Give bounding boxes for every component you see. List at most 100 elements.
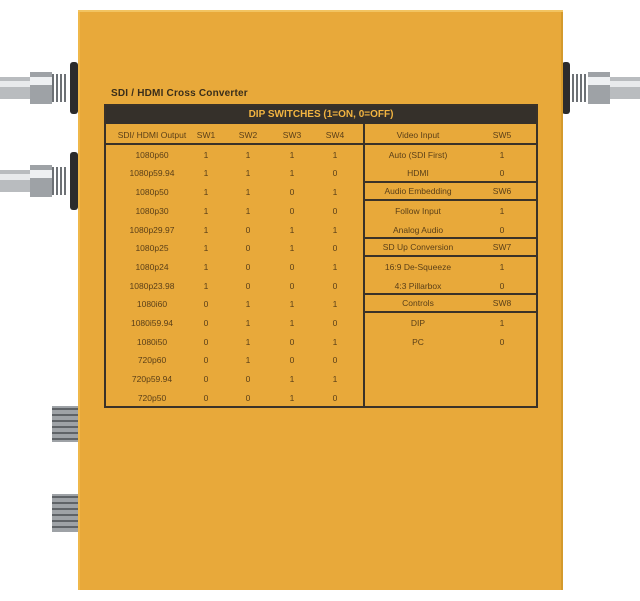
group-header-rule [365,143,536,145]
cell-sw1: 1 [203,205,209,216]
option-value: 0 [499,224,505,235]
group-header-rule [365,311,536,314]
option-value: 1 [499,261,505,272]
cell-sw3: 1 [289,299,295,310]
option-label: PC [412,336,424,347]
option-value: 0 [499,336,505,347]
cell-sw3: 0 [289,280,295,291]
group-rule [365,181,536,184]
cell-sw3: 0 [289,336,295,347]
group-header-label: Video Input [396,130,440,140]
cell-sw3: 0 [289,205,295,216]
cell-sw2: 1 [245,318,251,328]
cell-sw4: 0 [332,205,338,216]
cell-sw1: 1 [203,149,209,160]
cell-sw4: 0 [332,392,338,403]
cell-sw2: 0 [245,261,251,272]
cell-sw1: 0 [203,392,209,403]
cell-sw1: 1 [203,168,209,179]
cell-sw4: 0 [332,318,338,328]
cell-sw3: 0 [289,261,295,272]
cell-sw2: 0 [245,243,251,254]
cell-sw1: 1 [203,280,209,291]
cell-sw3: 1 [289,318,295,328]
group-header-rule [365,255,536,258]
cell-output-format: 1080p30 [135,205,169,216]
cell-sw3: 1 [289,149,295,160]
cell-sw1: 1 [203,224,209,235]
cell-sw2: 1 [245,336,251,347]
cell-output-format: 1080p25 [135,243,169,254]
cell-sw3: 1 [289,243,295,254]
cell-sw3: 1 [289,224,295,235]
group-header-label: Audio Embedding [384,186,452,197]
cell-sw2: 0 [245,374,251,385]
dip-switch-table-title: DIP SWITCHES (1=ON, 0=OFF) [106,106,536,124]
option-label: 16:9 De-Squeeze [384,261,452,272]
group-rule [365,237,536,240]
option-value: 1 [499,205,505,216]
table-divider [363,124,365,406]
cell-sw2: 1 [245,187,251,198]
option-label: Follow Input [395,205,441,216]
cell-output-format: 1080i59.94 [130,318,174,328]
cell-sw4: 1 [332,336,338,347]
cell-output-format: 1080i60 [136,299,168,310]
cell-sw1: 0 [203,299,209,310]
cell-sw4: 0 [332,355,338,366]
cell-sw2: 0 [245,280,251,291]
column-header-sw3: SW3 [282,130,302,140]
header-rule [106,143,363,145]
cell-sw3: 0 [289,355,295,366]
dip-switch-table: DIP SWITCHES (1=ON, 0=OFF) SDI/ HDMI Out… [104,104,538,408]
cell-sw2: 0 [245,224,251,235]
cell-output-format: 720p50 [137,392,167,403]
cell-output-format: 720p59.94 [131,374,173,385]
group-rule [365,293,536,296]
column-header-sw1: SW1 [196,130,216,140]
option-label: 4:3 Pillarbox [394,280,442,291]
group-header-switch: SW8 [492,298,512,309]
cell-sw4: 1 [332,224,338,235]
cell-sw2: 1 [245,205,251,216]
cell-sw3: 1 [289,374,295,385]
sdi-bnc-connector-left-bottom [0,152,78,210]
cell-sw4: 0 [332,280,338,291]
sdi-bnc-connector-right [562,62,640,114]
group-header-label: SD Up Conversion [382,242,454,253]
cell-output-format: 1080p59.94 [129,168,175,179]
column-header-output-format: SDI/ HDMI Output [117,130,187,140]
cell-output-format: 1080i50 [136,336,168,347]
cell-sw4: 0 [332,168,338,179]
group-header-switch: SW7 [492,242,512,253]
power-connector-bottom [52,494,78,532]
cell-sw2: 1 [245,149,251,160]
cell-sw4: 1 [332,149,338,160]
group-header-label: Controls [402,298,434,309]
option-value: 1 [499,318,505,328]
cell-sw2: 1 [245,168,251,179]
cell-sw4: 1 [332,261,338,272]
cell-sw2: 0 [245,392,251,403]
option-label: Auto (SDI First) [388,149,448,160]
group-header-switch: SW5 [492,130,512,140]
option-value: 0 [499,280,505,291]
cell-output-format: 720p60 [137,355,167,366]
cell-output-format: 1080p29.97 [129,224,175,235]
group-header-rule [365,199,536,202]
cell-output-format: 1080p50 [135,187,169,198]
option-value: 0 [499,168,505,179]
option-label: Analog Audio [392,224,444,235]
cell-sw3: 1 [289,392,295,403]
cell-sw1: 0 [203,355,209,366]
sdi-bnc-connector-left-top [0,62,78,114]
cell-sw1: 0 [203,318,209,328]
cell-sw1: 1 [203,243,209,254]
cell-sw2: 1 [245,299,251,310]
cell-sw1: 1 [203,187,209,198]
cell-sw3: 0 [289,187,295,198]
cell-sw2: 1 [245,355,251,366]
group-header-switch: SW6 [492,186,512,197]
cell-sw1: 0 [203,336,209,347]
cell-output-format: 1080p23.98 [129,280,175,291]
